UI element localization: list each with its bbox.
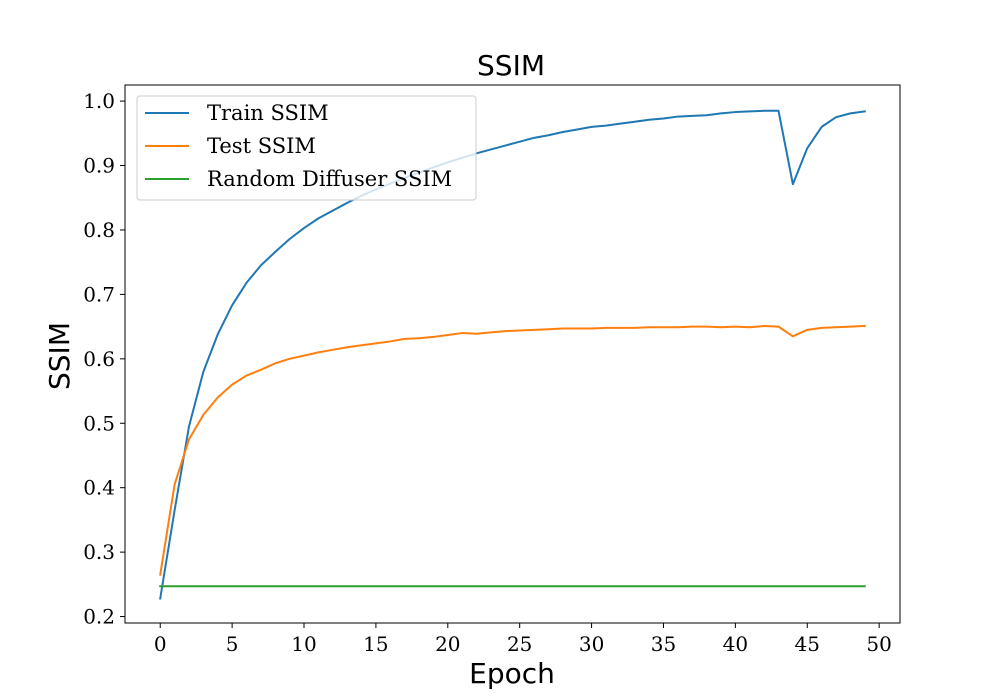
y-axis: 0.2 0.3 0.4 0.5 0.6 0.7 0.8 0.9 1.0 <box>83 89 125 629</box>
y-tick-label: 0.7 <box>83 282 115 306</box>
x-tick-label: 20 <box>435 632 460 656</box>
series-line-0 <box>159 109 866 600</box>
x-tick-label: 0 <box>154 632 167 656</box>
plot-frame <box>124 84 901 624</box>
x-tick-label: 50 <box>866 632 891 656</box>
x-tick-label: 25 <box>507 632 532 656</box>
x-tick-label: 10 <box>291 632 316 656</box>
y-tick-label: 0.2 <box>83 605 115 629</box>
x-tick-label: 5 <box>226 632 239 656</box>
y-tick-label: 0.8 <box>83 218 115 242</box>
y-axis-label: SSIM <box>43 322 76 390</box>
y-tick-label: 1.0 <box>83 89 115 113</box>
y-tick-label: 0.5 <box>83 411 115 435</box>
y-tick-label: 0.6 <box>83 347 115 371</box>
legend-label-0: Train SSIM <box>207 101 329 125</box>
x-tick-label: 45 <box>795 632 820 656</box>
x-tick-label: 40 <box>723 632 748 656</box>
series-layer <box>159 109 866 600</box>
legend-label-2: Random Diffuser SSIM <box>207 167 452 191</box>
legend: Train SSIM Test SSIM Random Diffuser SSIM <box>136 95 477 201</box>
x-axis-label: Epoch <box>469 657 555 690</box>
x-axis: 0 5 10 15 20 25 30 35 40 45 50 <box>154 623 892 656</box>
y-tick-label: 0.4 <box>83 476 115 500</box>
x-tick-label: 35 <box>651 632 676 656</box>
series-line-1 <box>159 324 866 576</box>
legend-label-1: Test SSIM <box>207 134 316 158</box>
legend-frame <box>136 95 477 201</box>
x-tick-label: 30 <box>579 632 604 656</box>
x-tick-label: 15 <box>363 632 388 656</box>
y-tick-label: 0.9 <box>83 154 115 178</box>
plot-area <box>124 84 901 624</box>
y-tick-label: 0.3 <box>83 540 115 564</box>
chart-title: SSIM <box>477 49 545 82</box>
